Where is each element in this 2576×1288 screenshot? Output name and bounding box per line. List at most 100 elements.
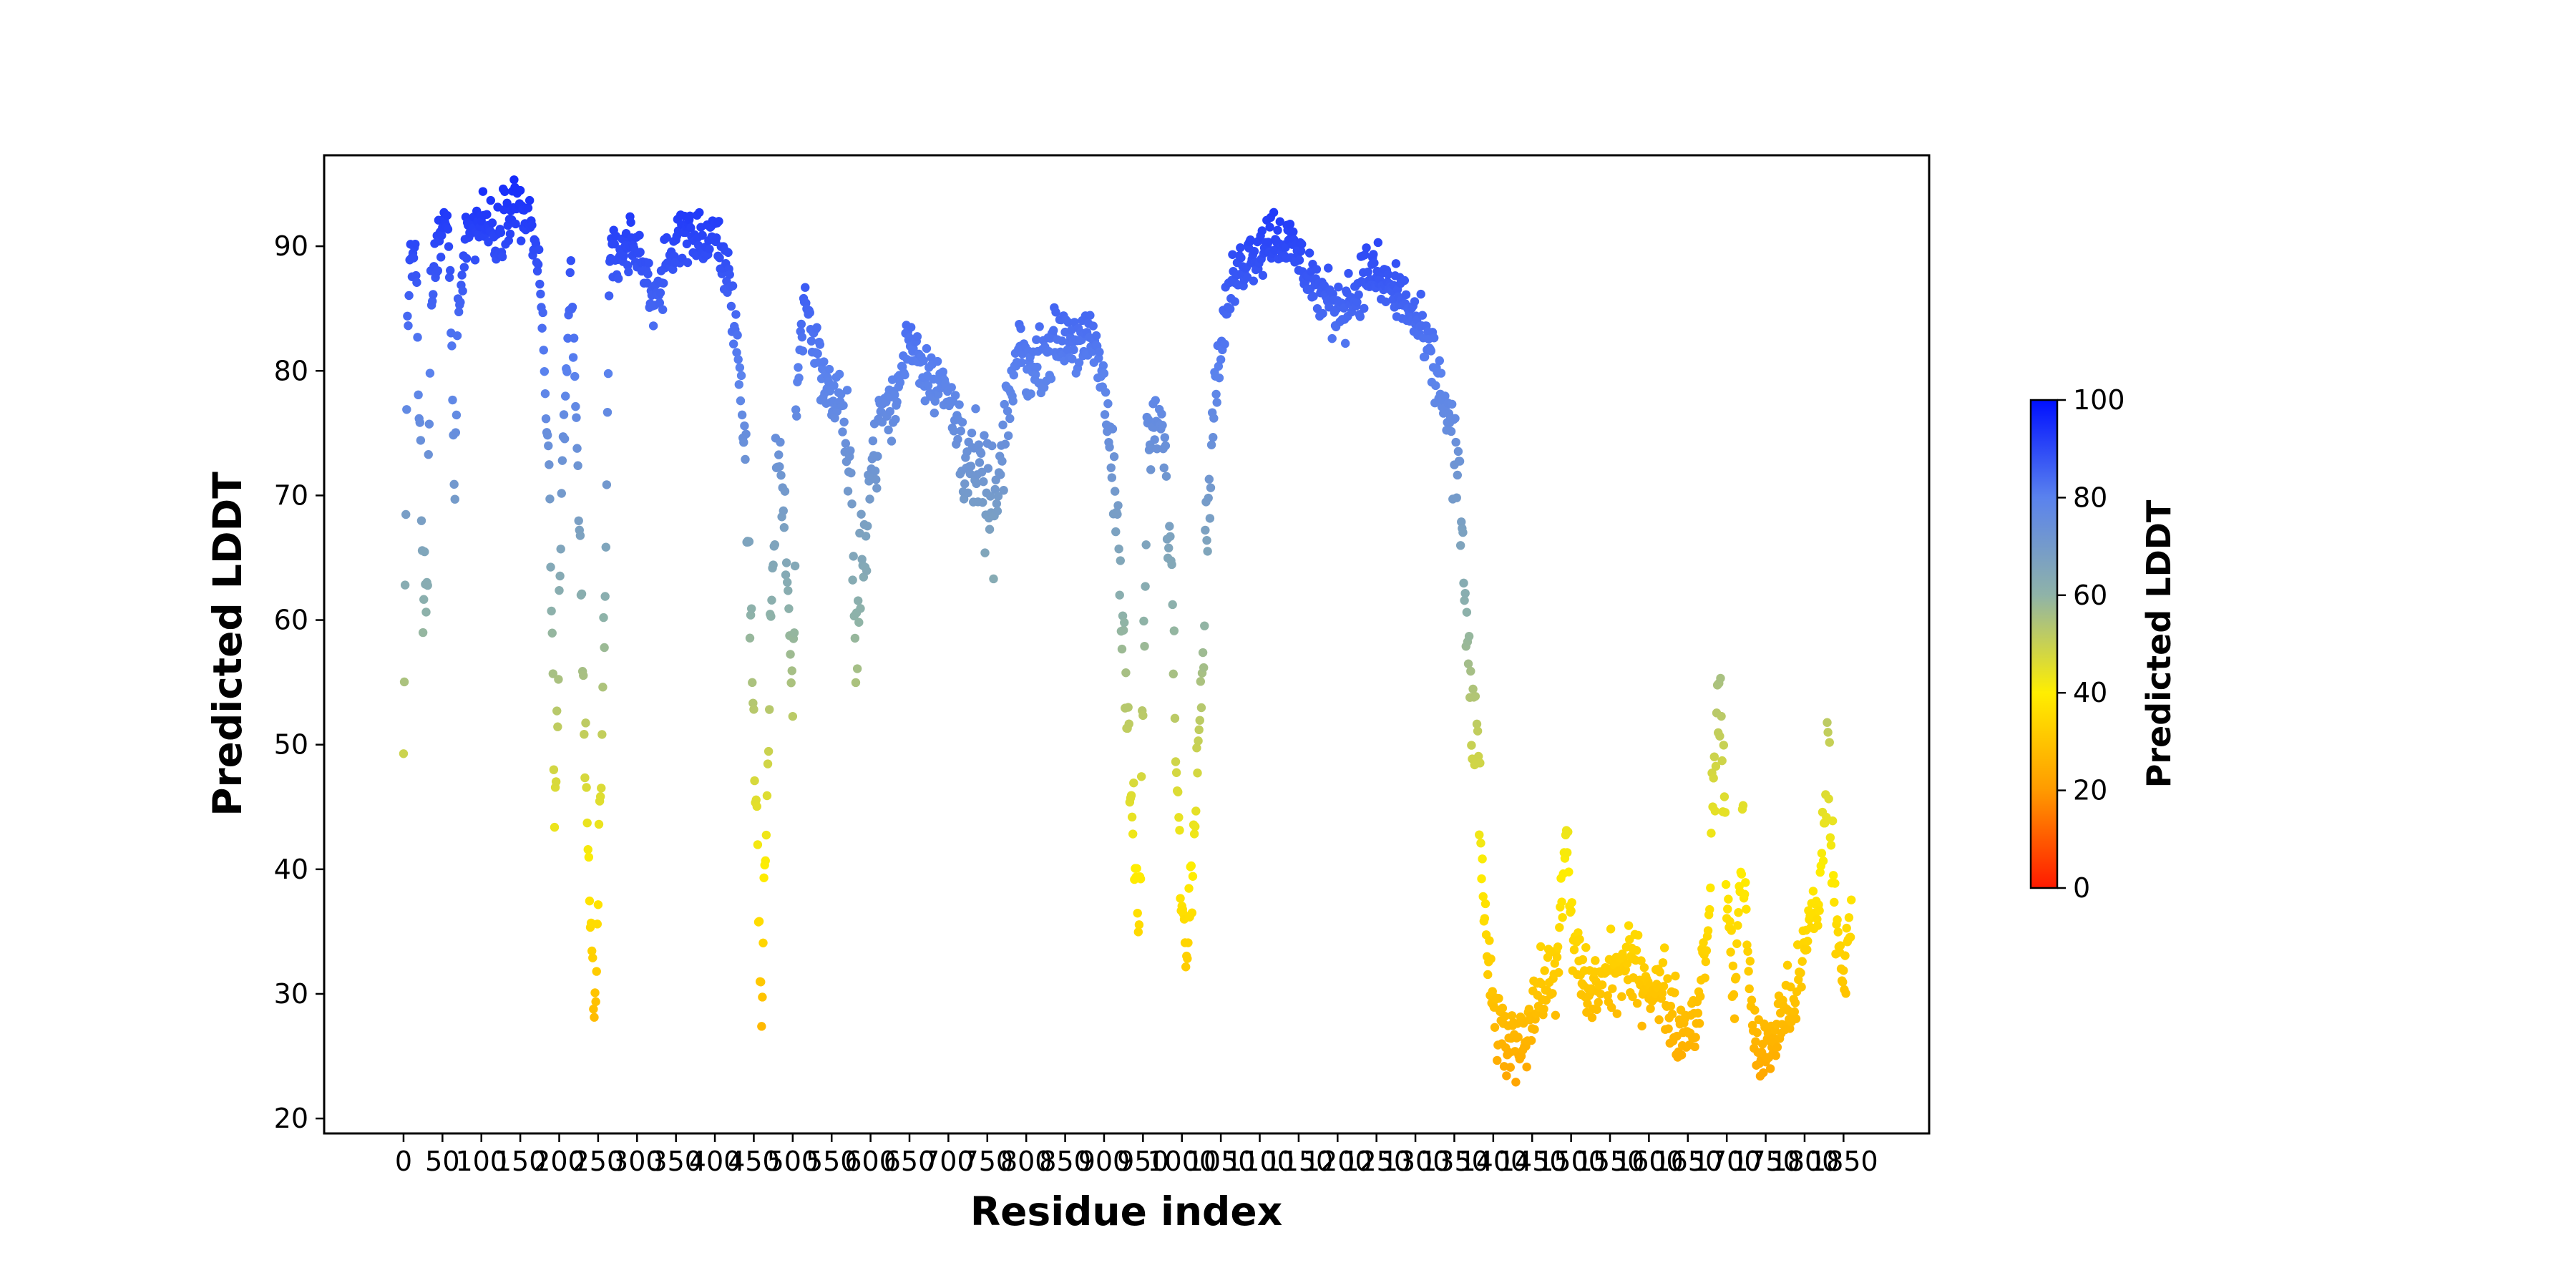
plddt-point xyxy=(1797,957,1807,966)
plddt-point xyxy=(1840,951,1850,960)
plddt-point xyxy=(1113,501,1123,510)
x-tick-label: 1150 xyxy=(1264,1146,1334,1177)
plddt-point xyxy=(582,818,592,828)
plddt-point xyxy=(624,267,633,277)
plddt-point xyxy=(1624,921,1634,930)
plddt-point xyxy=(756,977,766,987)
plddt-point xyxy=(736,371,746,381)
plddt-point xyxy=(1106,463,1116,472)
plddt-point xyxy=(585,896,595,906)
plddt-point xyxy=(838,427,847,436)
plddt-point xyxy=(1557,897,1566,907)
plddt-point xyxy=(794,373,804,383)
plddt-point xyxy=(536,289,545,299)
plddt-point xyxy=(985,492,995,501)
plddt-point xyxy=(555,571,565,581)
plddt-point xyxy=(1440,391,1450,401)
plddt-point xyxy=(1203,547,1212,556)
x-tick-label: 1000 xyxy=(1147,1146,1216,1177)
x-tick-label: 1550 xyxy=(1576,1146,1645,1177)
plddt-point xyxy=(1815,906,1824,915)
plddt-point xyxy=(1161,441,1171,451)
x-tick-label: 1050 xyxy=(1186,1146,1256,1177)
plddt-point xyxy=(1717,711,1726,721)
plddt-point xyxy=(1483,970,1493,980)
plddt-point xyxy=(619,251,628,260)
plddt-point xyxy=(597,784,606,793)
plddt-point xyxy=(1596,989,1606,999)
plddt-point xyxy=(1709,774,1718,783)
plddt-point xyxy=(1002,406,1013,416)
plddt-point xyxy=(757,1022,766,1031)
plddt-point xyxy=(1740,889,1750,899)
plddt-point xyxy=(1738,801,1748,810)
plddt-point xyxy=(1462,608,1472,617)
plddt-point xyxy=(1710,806,1720,816)
plddt-point xyxy=(1100,410,1110,419)
colorbar: 0 20 40 60 80 100 Predicted LDDT xyxy=(2029,384,2178,904)
plddt-point xyxy=(1555,922,1564,932)
plddt-point xyxy=(1845,932,1855,942)
plddt-point xyxy=(1737,869,1747,879)
plddt-point xyxy=(1196,703,1206,713)
plddt-point xyxy=(923,381,933,391)
plddt-point xyxy=(1734,908,1743,917)
plddt-point xyxy=(725,270,734,279)
plddt-point xyxy=(1114,544,1123,554)
plddt-point xyxy=(1466,666,1475,676)
plddt-point xyxy=(1475,830,1484,839)
plddt-point xyxy=(1729,990,1739,1000)
plddt-point xyxy=(400,580,410,590)
colorbar-tick-label: 20 xyxy=(2073,775,2107,806)
plddt-point xyxy=(1459,578,1468,588)
colorbar-tick-label: 100 xyxy=(2073,384,2125,416)
plddt-point xyxy=(1249,247,1259,256)
plddt-point xyxy=(1186,861,1196,871)
plddt-point xyxy=(1826,841,1836,850)
plddt-point xyxy=(754,917,764,926)
y-tick-label: 70 xyxy=(274,479,308,511)
plddt-point xyxy=(1703,926,1713,935)
plddt-point xyxy=(1236,243,1245,253)
plddt-point xyxy=(728,339,738,348)
plddt-point xyxy=(635,230,644,240)
plddt-point xyxy=(545,494,555,504)
plddt-point xyxy=(415,418,424,427)
plddt-point xyxy=(552,706,562,716)
plddt-point xyxy=(1473,751,1483,761)
plddt-point xyxy=(648,321,658,331)
plot-frame xyxy=(323,154,1931,1135)
plddt-point xyxy=(1088,321,1098,331)
plddt-point xyxy=(1199,663,1209,673)
plddt-point xyxy=(1659,943,1669,952)
plddt-point xyxy=(1701,957,1711,967)
plddt-point xyxy=(1420,352,1430,362)
plddt-point xyxy=(787,666,796,675)
plddt-point xyxy=(1468,684,1478,694)
plddt-point xyxy=(723,248,733,258)
plddt-point xyxy=(623,260,633,270)
plddt-point xyxy=(610,239,619,249)
plddt-point xyxy=(698,230,707,240)
plddt-point xyxy=(504,236,514,245)
plddt-point xyxy=(1455,541,1465,550)
plddt-point xyxy=(1139,616,1148,626)
plddt-point xyxy=(801,283,810,292)
plddt-point xyxy=(1246,235,1255,245)
plddt-point xyxy=(659,278,668,288)
plddt-point xyxy=(1451,437,1460,447)
x-tick-label: 600 xyxy=(844,1146,897,1177)
plddt-point xyxy=(1143,415,1153,424)
plddt-point xyxy=(739,437,748,447)
plddt-point xyxy=(1136,874,1146,884)
plddt-point xyxy=(1354,290,1363,300)
plddt-point xyxy=(1285,220,1295,229)
plddt-point xyxy=(1289,227,1298,237)
plddt-point xyxy=(509,175,519,185)
plddt-point xyxy=(428,296,437,306)
plddt-point xyxy=(861,532,871,541)
plddt-point xyxy=(1659,982,1669,991)
plddt-point xyxy=(1188,872,1198,881)
plddt-point xyxy=(1426,346,1436,356)
plddt-point xyxy=(579,670,588,680)
